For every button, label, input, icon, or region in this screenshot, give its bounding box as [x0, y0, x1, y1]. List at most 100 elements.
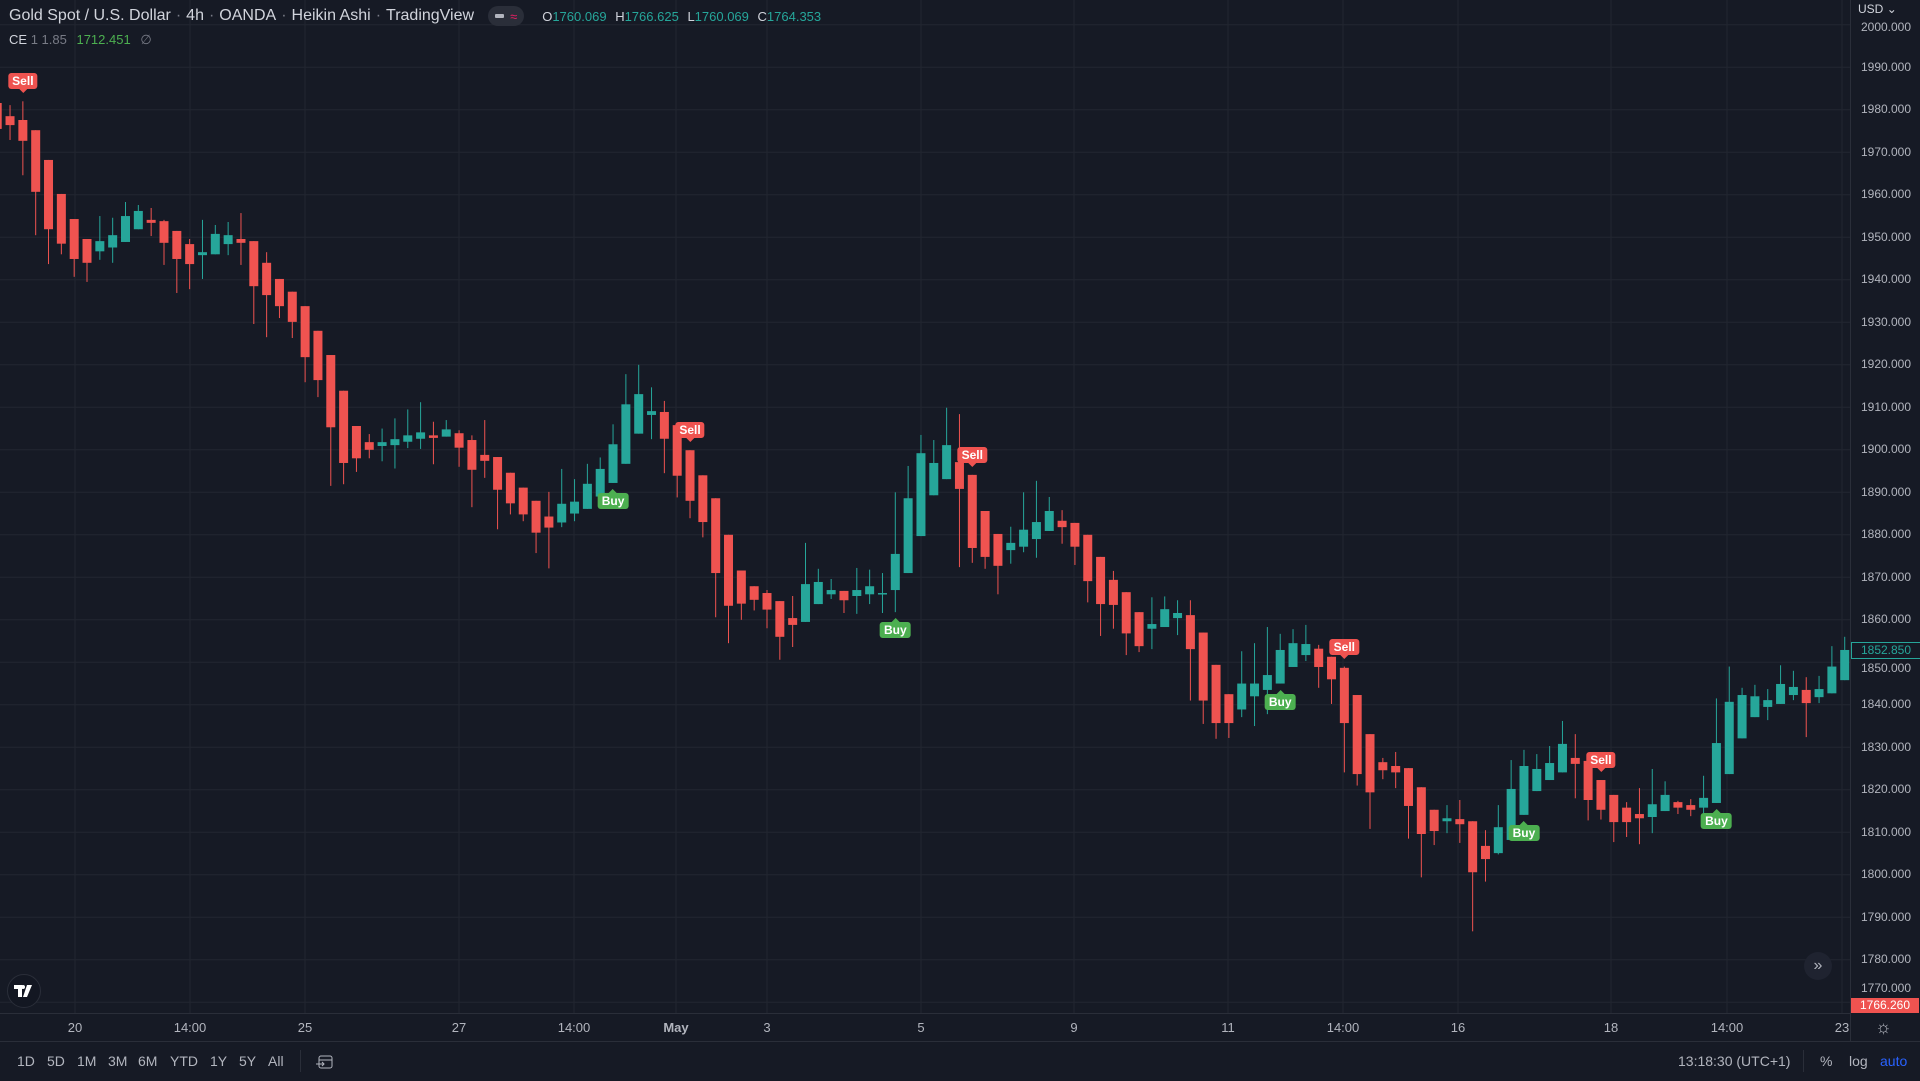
candle-up: [582, 483, 592, 509]
candle-up: [800, 584, 810, 622]
candle-up: [1019, 529, 1029, 547]
currency-selector[interactable]: USD ⌄: [1858, 2, 1897, 17]
price-tick-label: 1780.000: [1860, 952, 1912, 967]
candle-down: [1455, 819, 1465, 825]
price-tick-label: 1900.000: [1860, 442, 1912, 457]
time-tick-label: 5: [917, 1020, 925, 1035]
indicator-params: 1 1.85: [30, 32, 67, 47]
candle-down: [249, 241, 259, 287]
tradingview-logo[interactable]: [7, 974, 41, 1008]
calendar-goto-icon[interactable]: [316, 1053, 334, 1071]
price-tick-label: 1880.000: [1860, 527, 1912, 542]
candle-down: [467, 440, 477, 470]
price-tick-label: 1870.000: [1860, 569, 1912, 584]
candle-down: [1070, 522, 1080, 547]
candle-up: [1031, 522, 1041, 540]
range-button-1m[interactable]: 1M: [77, 1053, 97, 1069]
time-tick-label: 23: [1834, 1020, 1850, 1035]
sell-signal-label: Sell: [1586, 752, 1616, 773]
candle-up: [1788, 686, 1798, 696]
candle-up: [826, 590, 836, 595]
candle-up: [1262, 675, 1272, 690]
candle-up: [877, 593, 887, 595]
candle-down: [1134, 612, 1144, 647]
market-status-toggle[interactable]: ≈: [488, 6, 525, 26]
candle-up: [1545, 763, 1555, 781]
candle-up: [570, 501, 580, 514]
candle-down: [364, 442, 374, 450]
price-tick-label: 1940.000: [1860, 272, 1912, 287]
candle-up: [608, 444, 618, 483]
price-tick-label: 1930.000: [1860, 314, 1912, 329]
candle-down: [1596, 780, 1606, 810]
candle-up: [1519, 766, 1529, 815]
candle-up: [1763, 700, 1773, 707]
candle-up: [1147, 624, 1157, 629]
scroll-to-realtime-button[interactable]: »: [1804, 952, 1832, 980]
gear-icon[interactable]: ☼: [1875, 1017, 1892, 1037]
range-button-5d[interactable]: 5D: [47, 1053, 65, 1069]
candle-down: [1211, 664, 1221, 724]
percent-scale-toggle[interactable]: %: [1820, 1053, 1833, 1069]
candle-up: [865, 586, 875, 595]
range-button-6m[interactable]: 6M: [138, 1053, 158, 1069]
buy-signal-label: Buy: [879, 618, 911, 639]
price-tick-label: 1960.000: [1860, 187, 1912, 202]
candle-down: [287, 291, 297, 322]
candle-up: [1711, 743, 1721, 803]
time-axis[interactable]: 20 14:00 25 27 14:00 May 3 5 9 11 14:00 16 18 14:00 23: [0, 1013, 1850, 1042]
clock-timezone[interactable]: 13:18:30 (UTC+1): [1678, 1053, 1791, 1069]
candle-up: [1699, 797, 1709, 808]
candle-up: [1301, 644, 1311, 656]
range-button-5y[interactable]: 5Y: [239, 1053, 257, 1069]
range-button-3m[interactable]: 3M: [108, 1053, 128, 1069]
candle-down: [44, 159, 54, 230]
chart-legend-header: Gold Spot / U.S. Dollar · 4h · OANDA · Heik…: [9, 6, 826, 26]
time-tick-label: 25: [297, 1020, 313, 1035]
candle-up: [403, 435, 413, 442]
range-button-1d[interactable]: 1D: [17, 1053, 35, 1069]
candle-down: [685, 450, 695, 501]
data-source: TradingView: [386, 7, 475, 24]
candle-up: [1275, 649, 1285, 684]
indicator-legend[interactable]: CE 1 1.85 1712.451 ∅: [9, 32, 152, 48]
candle-down: [1801, 689, 1811, 704]
ohlc-values: O1760.069 H1766.625 L1760.069 C1764.353: [542, 9, 826, 24]
candle-up: [647, 411, 657, 415]
candle-down: [1224, 694, 1234, 724]
auto-scale-toggle[interactable]: auto: [1880, 1053, 1908, 1069]
candle-down: [0, 103, 2, 129]
candle-down: [5, 116, 15, 126]
candle-up: [1827, 666, 1837, 694]
range-button-all[interactable]: All: [268, 1053, 284, 1069]
log-scale-toggle[interactable]: log: [1849, 1053, 1868, 1069]
candle-up: [1814, 689, 1824, 698]
candle-down: [1327, 656, 1337, 680]
interval[interactable]: 4h: [186, 7, 204, 24]
candle-down: [698, 475, 708, 523]
currency-label: USD: [1858, 2, 1884, 16]
candle-down: [1416, 787, 1426, 834]
range-button-1y[interactable]: 1Y: [210, 1053, 228, 1069]
price-tick-label: 1990.000: [1860, 59, 1912, 74]
time-tick-label: 9: [1070, 1020, 1078, 1035]
candle-down: [1686, 805, 1696, 810]
price-tick-label: 1820.000: [1860, 782, 1912, 797]
candle-up: [1660, 794, 1670, 812]
candle-down: [172, 230, 182, 259]
exchange: OANDA: [219, 7, 277, 24]
buy-signal-label: Buy: [1264, 689, 1296, 710]
candle-up: [441, 429, 451, 437]
candle-down: [1365, 734, 1375, 793]
candle-down: [82, 239, 92, 263]
candle-up: [197, 252, 207, 256]
low-label: L: [687, 8, 695, 24]
range-button-ytd[interactable]: YTD: [170, 1053, 198, 1069]
price-chart[interactable]: [0, 0, 1850, 1013]
candle-down: [1391, 766, 1401, 773]
price-axis[interactable]: [1850, 0, 1920, 1041]
toolbar-divider: [300, 1050, 301, 1072]
candle-up: [1173, 613, 1183, 619]
symbol-name[interactable]: Gold Spot / U.S. Dollar: [9, 7, 171, 24]
sell-signal-label: Sell: [957, 446, 987, 467]
